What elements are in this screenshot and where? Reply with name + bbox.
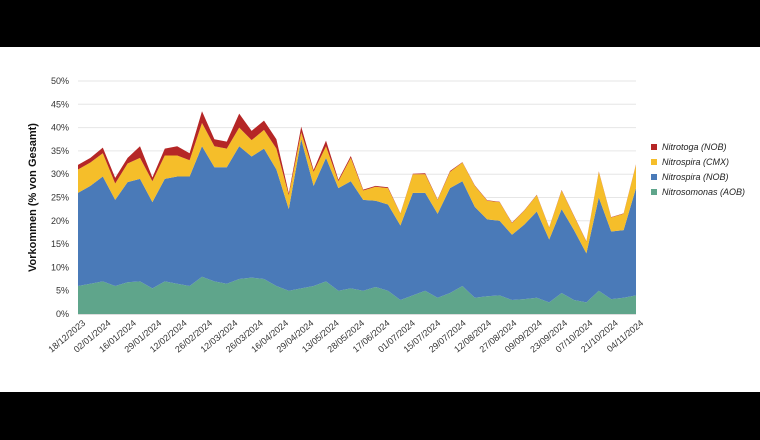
legend-swatch	[651, 189, 657, 195]
y-axis-ticks: 0% 5% 10% 15% 20% 25% 30% 35% 40% 45% 50%	[51, 76, 69, 319]
y-tick-label: 15%	[51, 239, 69, 249]
legend-swatch	[651, 174, 657, 180]
legend-swatch	[651, 159, 657, 165]
y-tick-label: 45%	[51, 99, 69, 109]
legend-label: Nitrospira (CMX)	[662, 157, 729, 167]
series-areas	[78, 111, 636, 314]
y-tick-label: 20%	[51, 216, 69, 226]
y-tick-label: 30%	[51, 169, 69, 179]
y-tick-label: 25%	[51, 193, 69, 203]
legend-label: Nitrospira (NOB)	[662, 172, 729, 182]
chart-panel: 0% 5% 10% 15% 20% 25% 30% 35% 40% 45% 50% 18/12/20…	[0, 47, 760, 392]
y-tick-label: 5%	[56, 286, 69, 296]
area-nitrospira-cmx	[78, 122, 636, 254]
stacked-area-chart: 0% 5% 10% 15% 20% 25% 30% 35% 40% 45% 50% 18/12/20…	[27, 76, 745, 355]
y-axis-label: Vorkommen (% von Gesamt)	[27, 123, 39, 272]
area-nitrospira-nob	[78, 139, 636, 303]
y-tick-label: 40%	[51, 123, 69, 133]
x-axis-ticks: 18/12/202302/01/202416/01/202429/01/2024…	[46, 318, 645, 355]
legend-label: Nitrosomonas (AOB)	[662, 187, 745, 197]
area-nitrosomonas-aob	[78, 276, 636, 314]
legend-label: Nitrotoga (NOB)	[662, 142, 727, 152]
y-tick-label: 0%	[56, 309, 69, 319]
y-tick-label: 35%	[51, 146, 69, 156]
y-tick-label: 50%	[51, 76, 69, 86]
area-nitrotoga-nob	[78, 111, 636, 242]
y-tick-label: 10%	[51, 262, 69, 272]
legend: Nitrotoga (NOB) Nitrospira (CMX) Nitrospir…	[651, 142, 745, 197]
legend-swatch	[651, 144, 657, 150]
